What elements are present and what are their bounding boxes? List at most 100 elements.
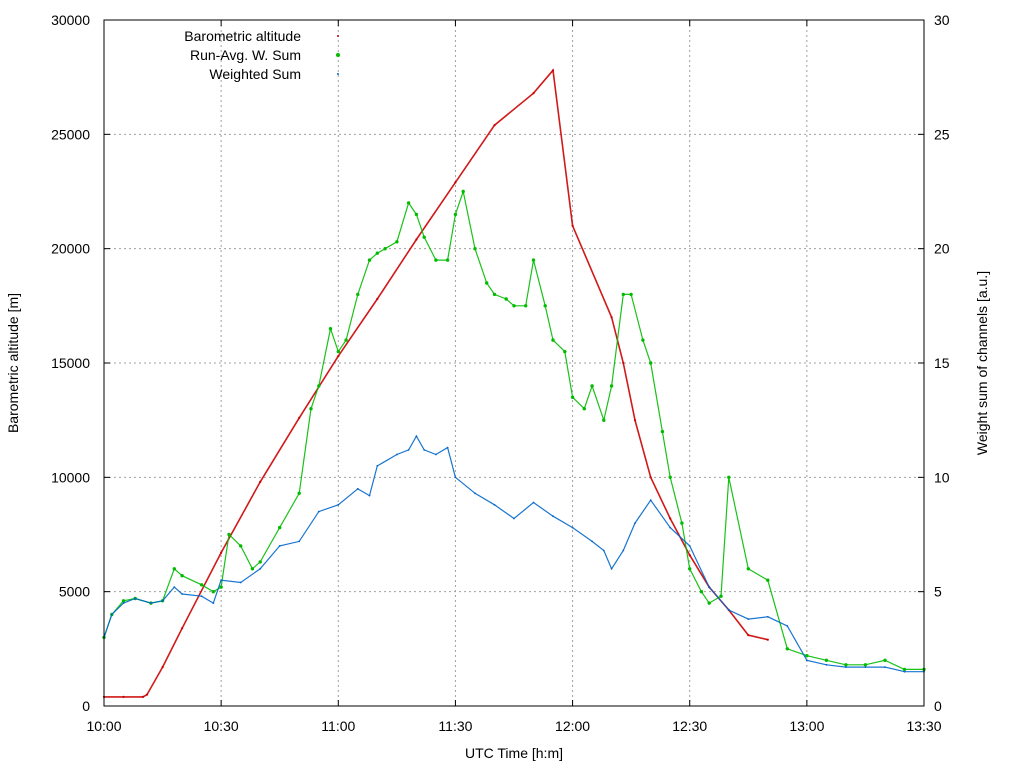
data-point [435, 453, 437, 456]
data-point [434, 258, 438, 262]
data-point [395, 240, 399, 244]
y-tick-label: 20000 [51, 241, 90, 257]
x-tick-label: 13:00 [789, 718, 824, 734]
y2-axis-label: Weight sum of channels [a.u.] [974, 271, 990, 455]
data-point [688, 545, 691, 547]
data-point [504, 297, 508, 301]
data-point [454, 181, 457, 184]
data-point [883, 658, 887, 662]
y2-tick-label: 15 [934, 355, 950, 371]
legend: Barometric altitude Run-Avg. W. Sum Weig… [184, 28, 340, 82]
data-point [864, 666, 867, 668]
y-tick-label: 15000 [51, 355, 90, 371]
data-point [383, 247, 387, 251]
series-weighted-sum [103, 434, 925, 673]
y2-tick-label: 0 [934, 698, 942, 714]
y-tick-label: 0 [82, 698, 90, 714]
data-point [633, 419, 637, 422]
data-point [239, 544, 243, 548]
data-point [563, 349, 567, 354]
y-tick-label: 30000 [51, 12, 90, 28]
data-point [485, 281, 489, 285]
data-point [668, 475, 672, 479]
data-point [688, 567, 692, 571]
legend-marker-run-avg [336, 53, 340, 57]
data-point [220, 579, 223, 582]
x-axis-label: UTC Time [h:m] [465, 745, 563, 761]
y2-tick-label: 10 [934, 469, 950, 485]
data-point [727, 609, 730, 611]
y-tick-label: 25000 [51, 126, 90, 142]
data-point [493, 124, 496, 127]
data-point [669, 517, 672, 520]
data-point [512, 304, 516, 308]
data-point [591, 540, 593, 543]
data-point [220, 551, 223, 554]
data-point [531, 258, 536, 262]
x-tick-label: 12:30 [672, 718, 707, 734]
data-point [719, 594, 723, 598]
data-point [766, 578, 770, 582]
data-point [884, 666, 886, 668]
data-point [121, 599, 126, 603]
data-point [621, 292, 625, 297]
data-point [337, 503, 340, 506]
data-point [356, 487, 359, 490]
data-point [259, 567, 262, 570]
data-point [356, 292, 360, 297]
data-point [150, 602, 152, 604]
data-point [571, 224, 574, 227]
data-point [688, 554, 691, 557]
data-point [461, 189, 465, 194]
data-point [317, 384, 321, 388]
x-tick-label: 10:00 [86, 718, 121, 734]
data-point [212, 602, 215, 604]
legend-marker-barometric-altitude [337, 35, 339, 37]
data-point [610, 316, 613, 319]
data-point [669, 526, 672, 529]
data-point [844, 663, 848, 667]
data-point [492, 292, 497, 297]
chart-series [102, 68, 926, 699]
data-point [145, 693, 149, 696]
data-point [227, 532, 231, 537]
data-point [649, 361, 653, 365]
data-point [298, 540, 301, 543]
data-point [367, 258, 372, 262]
x-tick-label: 11:00 [321, 718, 355, 734]
data-point [551, 69, 555, 72]
x-tick-label: 12:00 [555, 718, 590, 734]
data-point [641, 338, 645, 342]
data-point [708, 586, 711, 588]
data-point [863, 663, 868, 667]
data-point [609, 384, 614, 388]
data-point [278, 545, 281, 547]
data-point [219, 585, 223, 589]
data-point [328, 327, 333, 331]
data-point [445, 258, 450, 262]
data-point [258, 560, 262, 564]
data-point [297, 491, 301, 495]
data-point [278, 525, 282, 530]
y-tick-label: 10000 [51, 469, 90, 485]
series-line [103, 434, 924, 673]
data-point [446, 446, 449, 449]
data-point [903, 670, 906, 673]
data-point [180, 574, 184, 578]
data-point [727, 475, 731, 479]
data-point [543, 304, 547, 308]
data-point [375, 251, 379, 255]
data-point [317, 510, 320, 513]
data-point [336, 349, 340, 354]
data-point [181, 627, 184, 630]
data-point [259, 480, 262, 483]
legend-label-barometric-altitude: Barometric altitude [184, 28, 301, 44]
data-point [660, 429, 665, 434]
data-point [622, 549, 625, 552]
data-point [181, 593, 184, 595]
data-point [571, 526, 574, 529]
data-point [122, 602, 125, 604]
data-point [524, 304, 528, 308]
data-point [454, 476, 457, 479]
